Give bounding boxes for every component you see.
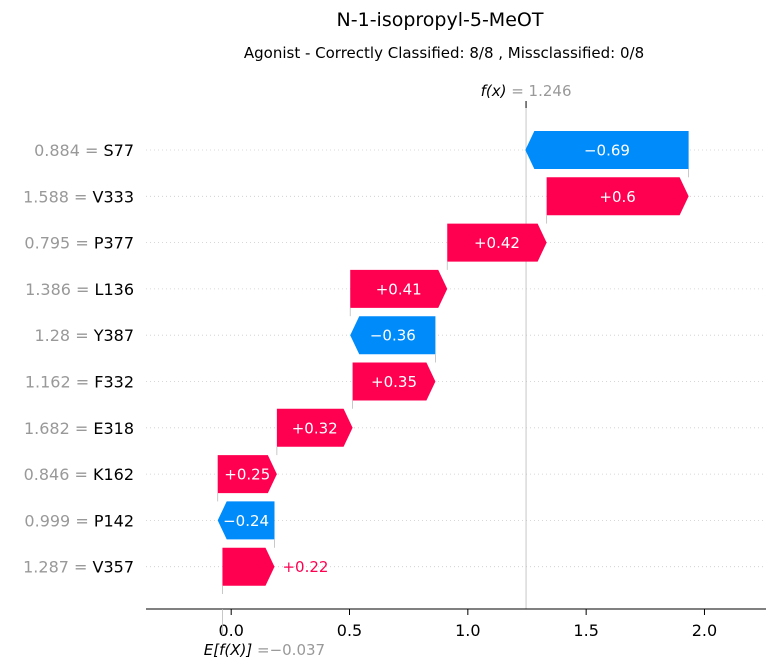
feature-name: Y387 <box>93 326 134 345</box>
x-tick-label: 2.0 <box>692 621 717 640</box>
feature-value: 1.28 <box>34 326 70 345</box>
ex-label-eq: = <box>252 641 269 659</box>
chart-subtitle: Agonist - Correctly Classified: 8/8 , Mi… <box>244 44 644 62</box>
feature-eq: = <box>70 326 94 345</box>
feature-name: E318 <box>93 419 134 438</box>
feature-eq: = <box>70 234 94 253</box>
bar-value-label: +0.6 <box>599 188 635 206</box>
feature-name: V357 <box>93 558 134 577</box>
fx-label-eq: = <box>506 82 528 100</box>
feature-name: L136 <box>95 280 134 299</box>
bar-value-label: −0.24 <box>223 512 269 530</box>
bar-value-label: +0.42 <box>474 234 520 252</box>
x-axis: 0.0 0.5 1.0 1.5 2.0 <box>146 608 766 640</box>
feature-name: V333 <box>93 187 134 206</box>
bar-V357 <box>222 547 275 586</box>
feature-value: 0.999 <box>24 511 70 530</box>
feature-value: 1.682 <box>24 419 70 438</box>
feature-label: 1.682 = E318 <box>24 419 134 438</box>
feature-value: 1.287 <box>23 558 69 577</box>
feature-value: 1.386 <box>25 280 71 299</box>
feature-name: F332 <box>94 373 134 392</box>
fx-label: f(x) = 1.246 <box>481 82 572 100</box>
bar-value-label: +0.41 <box>376 280 422 298</box>
ex-label: E[f(X)] =−0.037 <box>204 641 325 659</box>
bar-V333 <box>546 177 689 216</box>
ex-label-value: −0.037 <box>270 641 326 659</box>
bar-value-label: +0.25 <box>224 466 270 484</box>
bar-value-label: −0.36 <box>370 327 416 345</box>
feature-value: 0.846 <box>24 465 70 484</box>
feature-labels: 0.884 = S77 1.588 = V333 0.795 = P377 1.386… <box>23 141 134 577</box>
feature-label: 0.846 = K162 <box>24 465 134 484</box>
x-tick-label: 0.0 <box>218 621 243 640</box>
ex-annotation: E[f(X)] =−0.037 <box>204 609 325 659</box>
feature-value: 1.162 <box>25 373 71 392</box>
feature-eq: = <box>70 419 94 438</box>
feature-eq: = <box>70 511 94 530</box>
feature-eq: = <box>69 465 93 484</box>
bar-L136 <box>350 269 448 308</box>
bar-P377 <box>447 223 547 262</box>
bar-K162 <box>217 455 277 494</box>
bar-Y387 <box>350 316 436 355</box>
chart-title: N-1-isopropyl-5-MeOT <box>337 9 544 31</box>
x-tick-label: 1.0 <box>455 621 480 640</box>
feature-eq: = <box>71 280 95 299</box>
feature-eq: = <box>71 373 95 392</box>
feature-eq: = <box>69 558 93 577</box>
feature-name: P142 <box>94 511 134 530</box>
feature-eq: = <box>80 141 104 160</box>
feature-name: K162 <box>93 465 134 484</box>
feature-value: 0.884 <box>34 141 80 160</box>
x-tick-label: 0.5 <box>337 621 362 640</box>
bar-F332 <box>352 362 436 401</box>
feature-name: P377 <box>94 234 134 253</box>
feature-eq: = <box>69 187 93 206</box>
fx-label-name: f(x) <box>481 82 507 100</box>
feature-label: 0.795 = P377 <box>24 234 134 253</box>
ex-label-name: E[f(X)] <box>204 641 253 659</box>
bar-value-label: +0.22 <box>282 558 328 576</box>
feature-label: 0.884 = S77 <box>34 141 134 160</box>
bar-S77 <box>525 131 689 169</box>
feature-label: 1.386 = L136 <box>25 280 134 299</box>
feature-label: 1.287 = V357 <box>23 558 134 577</box>
x-tick-label: 1.5 <box>573 621 598 640</box>
feature-label: 1.588 = V333 <box>23 187 134 206</box>
bar-value-label: +0.35 <box>371 373 417 391</box>
feature-label: 1.162 = F332 <box>25 373 134 392</box>
feature-label: 0.999 = P142 <box>24 511 134 530</box>
feature-label: 1.28 = Y387 <box>34 326 134 345</box>
fx-label-value: 1.246 <box>529 82 572 100</box>
bar-value-label: +0.32 <box>292 419 338 437</box>
bar-value-label: −0.69 <box>584 142 630 160</box>
bars-group: −0.69 +0.6 +0.42 +0.41 −0.36 +0.35 +0.32 +0.25 −… <box>217 131 690 594</box>
bar-P142 <box>217 501 275 540</box>
fx-annotation: f(x) = 1.246 <box>481 82 572 609</box>
feature-value: 1.588 <box>23 187 69 206</box>
bar-E318 <box>276 408 353 447</box>
feature-value: 0.795 <box>24 234 70 253</box>
feature-name: S77 <box>103 141 134 160</box>
